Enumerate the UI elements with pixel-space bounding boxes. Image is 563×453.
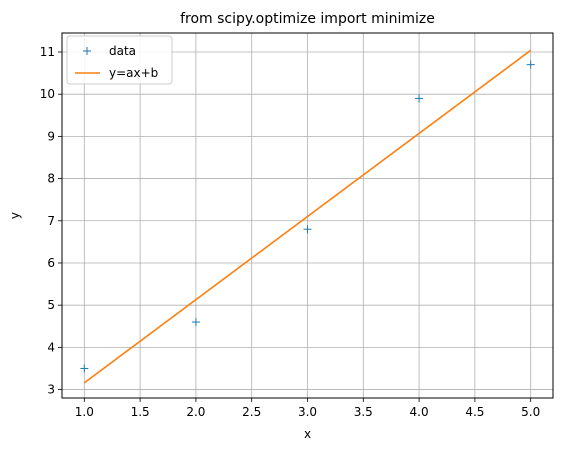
fit-line [83, 49, 532, 384]
y-axis-label: y [8, 212, 22, 219]
chart-title: from scipy.optimize import minimize [180, 11, 435, 27]
x-tick-label: 1.5 [131, 405, 150, 419]
data-point [415, 94, 424, 103]
y-tick-label: 3 [47, 383, 55, 397]
legend-label: y=ax+b [109, 66, 158, 80]
x-tick-label: 3.0 [298, 405, 317, 419]
data-point [303, 225, 312, 234]
x-tick-label: 4.5 [465, 405, 484, 419]
plot-series [80, 49, 535, 384]
y-tick-label: 4 [47, 340, 55, 354]
data-point [526, 60, 535, 69]
y-tick-label: 11 [40, 45, 55, 59]
legend: data y=ax+b [66, 35, 173, 85]
x-ticks: 1.0 1.5 2.0 2.5 3.0 3.5 4.0 4.5 5.0 [75, 398, 540, 419]
x-axis-label: x [304, 427, 311, 441]
y-tick-label: 9 [47, 129, 55, 143]
y-ticks: 3 4 5 6 7 8 9 10 11 [40, 45, 62, 397]
x-tick-label: 4.0 [410, 405, 429, 419]
y-tick-label: 7 [47, 214, 55, 228]
legend-label: data [109, 44, 136, 58]
x-tick-label: 2.5 [242, 405, 261, 419]
y-tick-label: 6 [47, 256, 55, 270]
y-tick-label: 10 [40, 87, 55, 101]
x-tick-label: 1.0 [75, 405, 94, 419]
x-tick-label: 3.5 [354, 405, 373, 419]
legend-box [66, 35, 173, 85]
x-tick-label: 5.0 [521, 405, 540, 419]
data-point [191, 318, 200, 327]
x-tick-label: 2.0 [186, 405, 205, 419]
y-tick-label: 5 [47, 298, 55, 312]
y-tick-label: 8 [47, 172, 55, 186]
grid-lines [62, 33, 553, 398]
data-point [80, 364, 89, 373]
